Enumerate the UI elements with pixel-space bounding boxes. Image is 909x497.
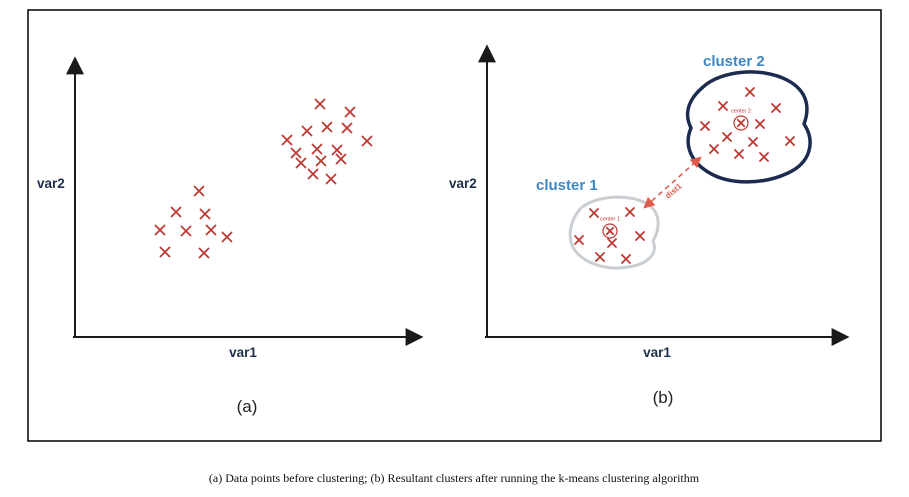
- panel-b: var2 var1 center 1 center 2 dist1 cluste…: [449, 44, 850, 407]
- data-point-marker: [589, 208, 599, 218]
- panel-a-y-axis-label: var2: [37, 176, 65, 191]
- data-point-marker: [290, 147, 302, 159]
- data-point-marker: [314, 98, 326, 110]
- data-point-marker: [755, 119, 765, 129]
- cluster1-center-label: center 1: [600, 217, 620, 223]
- data-point-marker: [785, 136, 795, 146]
- cluster1-scatter: [574, 207, 645, 264]
- panel-b-y-axis-label: var2: [449, 176, 477, 191]
- data-point-marker: [221, 231, 233, 243]
- data-point-marker: [199, 208, 211, 220]
- panel-a-label: (a): [237, 397, 258, 416]
- panel-b-x-axis-label: var1: [643, 345, 671, 360]
- data-point-marker: [635, 231, 645, 241]
- panel-b-label: (b): [653, 388, 674, 407]
- cluster2-scatter: [700, 87, 795, 162]
- data-point-marker: [700, 121, 710, 131]
- data-point-marker: [198, 247, 210, 259]
- data-point-marker: [331, 144, 343, 156]
- data-point-marker: [574, 235, 584, 245]
- cluster1-center-marker: center 1: [600, 217, 620, 239]
- panel-a-x-axis-label: var1: [229, 345, 257, 360]
- figure-caption: (a) Data points before clustering; (b) R…: [209, 471, 700, 485]
- data-point-marker: [193, 185, 205, 197]
- data-point-marker: [341, 122, 353, 134]
- data-point-marker: [607, 238, 617, 248]
- data-point-marker: [307, 168, 319, 180]
- data-point-marker: [335, 153, 347, 165]
- data-point-marker: [722, 132, 732, 142]
- data-point-marker: [734, 149, 744, 159]
- panel-a: var2 var1 (a): [37, 56, 424, 416]
- cluster2-center-marker: center 2: [731, 109, 751, 131]
- data-point-marker: [315, 155, 327, 167]
- data-point-marker: [180, 225, 192, 237]
- data-point-marker: [301, 125, 313, 137]
- data-point-marker: [295, 157, 307, 169]
- data-point-marker: [344, 106, 356, 118]
- panel-a-scatter: [154, 98, 373, 259]
- data-point-marker: [281, 134, 293, 146]
- data-point-marker: [154, 224, 166, 236]
- data-point-marker: [709, 144, 719, 154]
- data-point-marker: [159, 246, 171, 258]
- data-point-marker: [361, 135, 373, 147]
- data-point-marker: [718, 101, 728, 111]
- data-point-marker: [205, 224, 217, 236]
- data-point-marker: [745, 87, 755, 97]
- data-point-marker: [325, 173, 337, 185]
- cluster1-outline: [568, 195, 660, 270]
- figure-border: [27, 9, 882, 442]
- data-point-marker: [170, 206, 182, 218]
- cluster2-outline: [685, 70, 812, 184]
- cluster2-label: cluster 2: [703, 53, 765, 70]
- data-point-marker: [736, 118, 746, 128]
- data-point-marker: [759, 152, 769, 162]
- data-point-marker: [771, 103, 781, 113]
- data-point-marker: [605, 226, 615, 236]
- cluster1-label: cluster 1: [536, 177, 598, 194]
- data-point-marker: [311, 143, 323, 155]
- distance-arrow: [643, 156, 702, 209]
- data-point-marker: [625, 207, 635, 217]
- data-point-marker: [321, 121, 333, 133]
- data-point-marker: [748, 137, 758, 147]
- data-point-marker: [595, 252, 605, 262]
- data-point-marker: [621, 254, 631, 264]
- cluster2-center-label: center 2: [731, 109, 751, 115]
